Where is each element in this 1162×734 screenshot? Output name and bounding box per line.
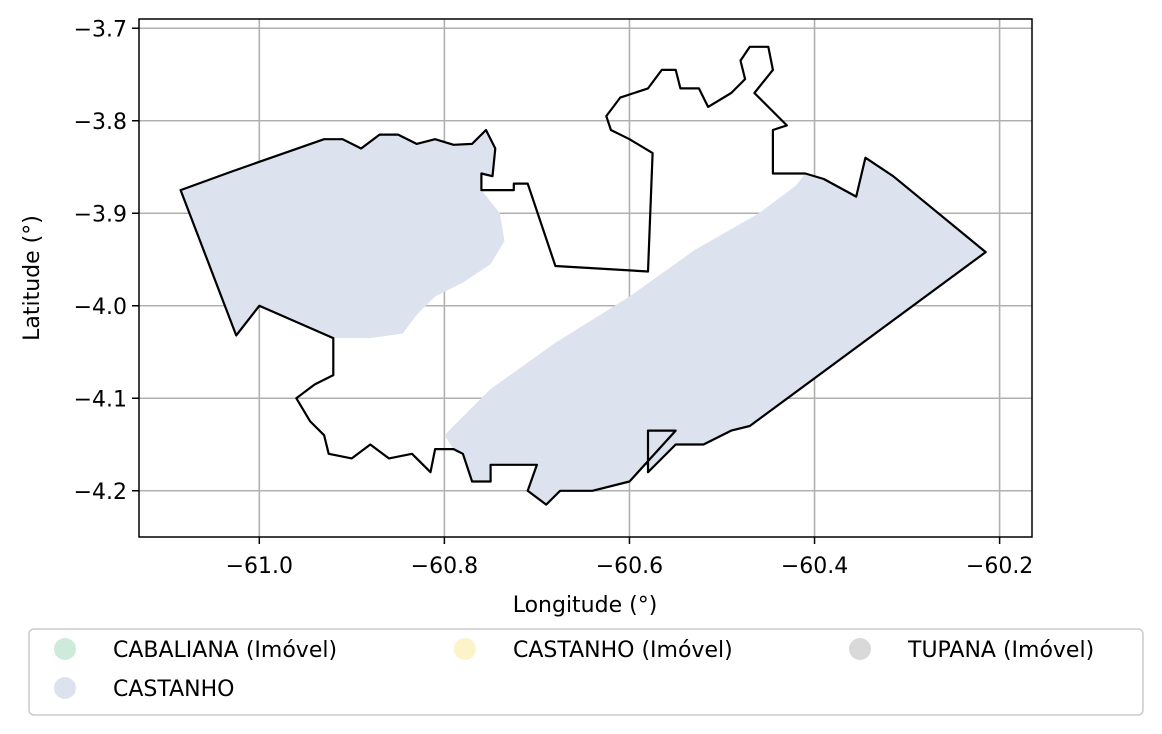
legend-label-castanho-imovel: CASTANHO (Imóvel) bbox=[513, 638, 733, 663]
legend-label-cabaliana-imovel: CABALIANA (Imóvel) bbox=[113, 638, 337, 663]
legend-marker-tupana-imovel bbox=[849, 638, 871, 660]
plot-frame bbox=[138, 18, 1033, 538]
y-tick-label: −4.1 bbox=[74, 387, 127, 412]
castanho-patch bbox=[180, 130, 505, 339]
x-tick-label: −61.0 bbox=[226, 554, 293, 579]
y-tick-label: −3.9 bbox=[74, 202, 127, 227]
y-axis-ticks: −3.7 −3.8 −3.9 −4.0 −4.1 −4.2 bbox=[74, 17, 139, 505]
x-tick-label: −60.8 bbox=[411, 554, 478, 579]
x-tick-label: −60.4 bbox=[781, 554, 848, 579]
legend-label-tupana-imovel: TUPANA (Imóvel) bbox=[907, 638, 1094, 663]
legend-marker-cabaliana-imovel bbox=[54, 638, 76, 660]
x-tick-label: −60.2 bbox=[966, 554, 1033, 579]
y-tick-label: −4.0 bbox=[74, 295, 127, 320]
legend-label-castanho: CASTANHO bbox=[113, 677, 234, 702]
x-tick-label: −60.6 bbox=[596, 554, 663, 579]
castanho-patch bbox=[444, 157, 986, 505]
y-axis-label: Latitude (°) bbox=[20, 215, 45, 341]
x-axis-label: Longitude (°) bbox=[513, 593, 658, 618]
y-tick-label: −4.2 bbox=[74, 480, 127, 505]
legend-marker-castanho bbox=[54, 677, 76, 699]
castanho-fill-area bbox=[180, 130, 986, 505]
y-tick-label: −3.8 bbox=[74, 110, 127, 135]
legend-marker-castanho-imovel bbox=[454, 638, 476, 660]
boundary-path bbox=[179, 45, 987, 506]
x-axis-ticks: −61.0 −60.8 −60.6 −60.4 −60.2 bbox=[226, 537, 1033, 579]
boundary-outline bbox=[179, 45, 987, 506]
y-tick-label: −3.7 bbox=[74, 17, 127, 42]
legend: CABALIANA (Imóvel) CASTANHO (Imóvel) TUP… bbox=[28, 628, 1144, 716]
